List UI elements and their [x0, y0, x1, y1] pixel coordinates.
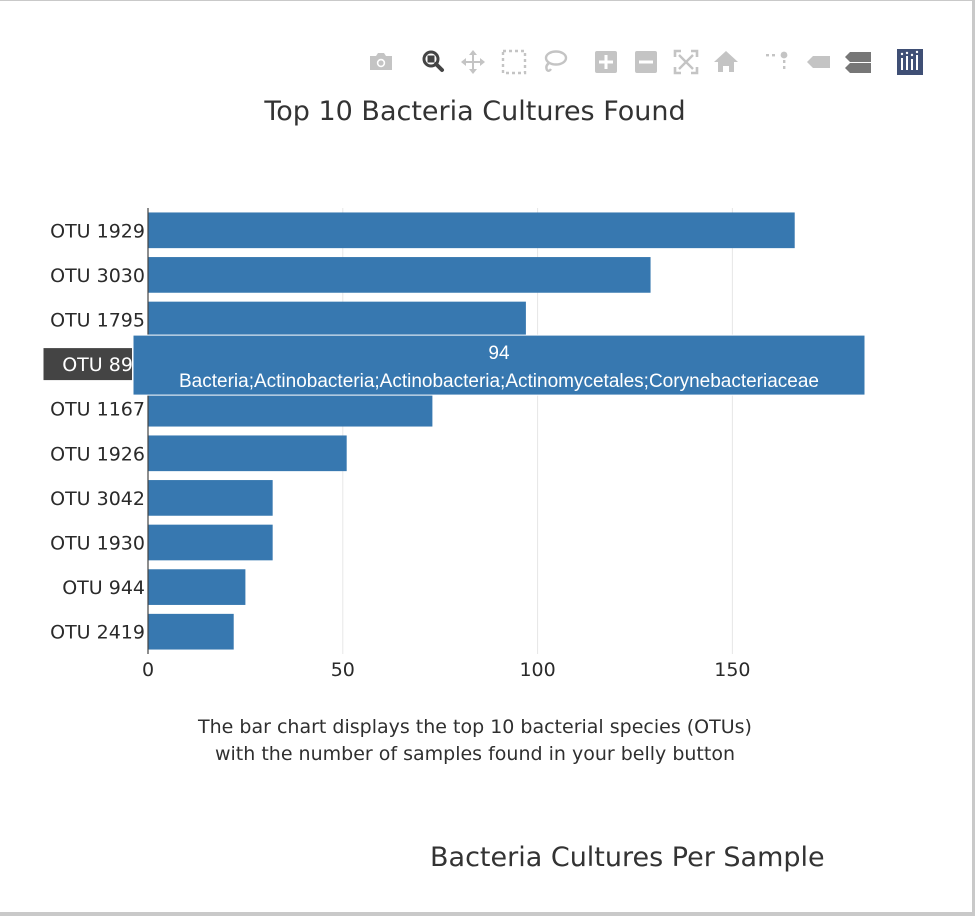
bar-otu-1795[interactable] — [148, 301, 526, 338]
bar-otu-944[interactable] — [148, 569, 246, 605]
y-tick-label: OTU 1930 — [50, 533, 145, 555]
bar-otu-1926[interactable] — [148, 435, 347, 472]
y-tick-label: OTU 1926 — [50, 443, 145, 465]
y-tick-label: OTU 944 — [62, 577, 145, 599]
camera-icon[interactable] — [363, 44, 399, 80]
chart-caption-line-1: The bar chart displays the top 10 bacter… — [198, 716, 752, 738]
x-tick-label: 100 — [519, 659, 555, 681]
hover-tooltip-value: 94 — [488, 343, 510, 364]
x-tick-label: 150 — [714, 659, 750, 681]
y-tick-label: OTU 3030 — [50, 265, 145, 287]
zoom-out-icon[interactable] — [628, 44, 664, 80]
hover-tooltip-label: Bacteria;Actinobacteria;Actinobacteria;A… — [179, 371, 819, 392]
hover-tooltip — [132, 334, 866, 396]
y-tick-label: OTU 1795 — [50, 310, 145, 332]
hover-compare-icon[interactable] — [840, 44, 876, 80]
bar-otu-3030[interactable] — [148, 257, 651, 293]
toggle-spike-lines-icon[interactable] — [760, 44, 796, 80]
bar-otu-1929[interactable] — [148, 212, 795, 249]
zoom-icon[interactable] — [415, 44, 451, 80]
section-title: Bacteria Cultures Per Sample — [430, 842, 825, 873]
chart-caption-line-2: with the number of samples found in your… — [214, 743, 735, 765]
x-tick-label: 0 — [142, 659, 154, 681]
reset-axes-icon[interactable] — [708, 44, 744, 80]
hover-closest-icon[interactable] — [800, 44, 836, 80]
chart-modebar — [360, 44, 940, 80]
y-tick-label: OTU 894 — [62, 354, 145, 376]
chart-caption: The bar chart displays the top 10 bacter… — [120, 714, 830, 768]
zoom-in-icon[interactable] — [588, 44, 624, 80]
plotly-logo-icon[interactable] — [892, 44, 928, 80]
bar-otu-2419[interactable] — [148, 613, 234, 650]
x-tick-label: 50 — [331, 659, 355, 681]
bar-otu-1930[interactable] — [148, 524, 273, 561]
y-tick-label: OTU 1167 — [50, 399, 145, 421]
bar-otu-1167[interactable] — [148, 390, 433, 427]
box-select-icon[interactable] — [496, 44, 532, 80]
hovered-category-highlight — [43, 348, 132, 381]
chart-title: Top 10 Bacteria Cultures Found — [264, 96, 686, 127]
lasso-select-icon[interactable] — [536, 44, 572, 80]
bar-otu-3042[interactable] — [148, 480, 273, 516]
y-tick-label: OTU 1929 — [50, 220, 145, 242]
autoscale-icon[interactable] — [668, 44, 704, 80]
pan-icon[interactable] — [455, 44, 491, 80]
y-tick-label: OTU 2419 — [50, 622, 145, 644]
y-tick-label: OTU 3042 — [50, 488, 145, 510]
